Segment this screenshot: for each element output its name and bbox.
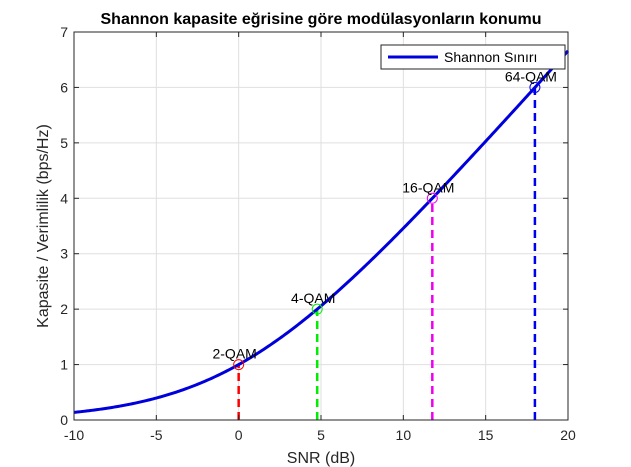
y-tick-label: 3 (60, 246, 68, 262)
y-tick-label: 2 (60, 301, 68, 317)
label-4-qam: 4-QAM (291, 290, 335, 306)
x-tick-label: 15 (478, 427, 494, 443)
x-axis-label: SNR (dB) (287, 450, 355, 467)
x-tick-label: 0 (235, 427, 243, 443)
label-16-qam: 16-QAM (402, 179, 454, 195)
y-tick-label: 5 (60, 135, 68, 151)
x-tick-label: 20 (560, 427, 576, 443)
x-tick-label: -5 (150, 427, 163, 443)
axis-ticks: -10 -5 0 5 10 15 20 0 1 2 3 4 5 6 7 (60, 24, 576, 443)
chart-title: Shannon kapasite eğrisine göre modülasyo… (101, 11, 542, 28)
marker-4-qam (311, 303, 323, 315)
label-2-qam: 2-QAM (212, 346, 256, 362)
y-axis-label: Kapasite / Verimlilik (bps/Hz) (35, 124, 52, 328)
y-tick-label: 6 (60, 79, 68, 95)
x-tick-label: 5 (317, 427, 325, 443)
x-tick-label: -10 (64, 427, 84, 443)
y-tick-label: 4 (60, 190, 68, 206)
y-tick-label: 1 (60, 357, 68, 373)
legend-box (380, 44, 566, 70)
marker-64-qam (529, 81, 541, 93)
marker-16-qam (426, 192, 438, 204)
y-tick-label: 0 (60, 412, 68, 428)
marker-2-qam (233, 359, 245, 371)
modulation-stems (237, 87, 537, 420)
label-64-qam: 64-QAM (505, 68, 557, 84)
x-tick-label: 10 (396, 427, 412, 443)
modulation-markers: 2-QAM 4-QAM 16-QAM 64-QAM (212, 68, 557, 371)
legend: Shannon Sınırı (380, 44, 566, 70)
y-tick-label: 7 (60, 24, 68, 40)
legend-label: Shannon Sınırı (444, 49, 537, 65)
